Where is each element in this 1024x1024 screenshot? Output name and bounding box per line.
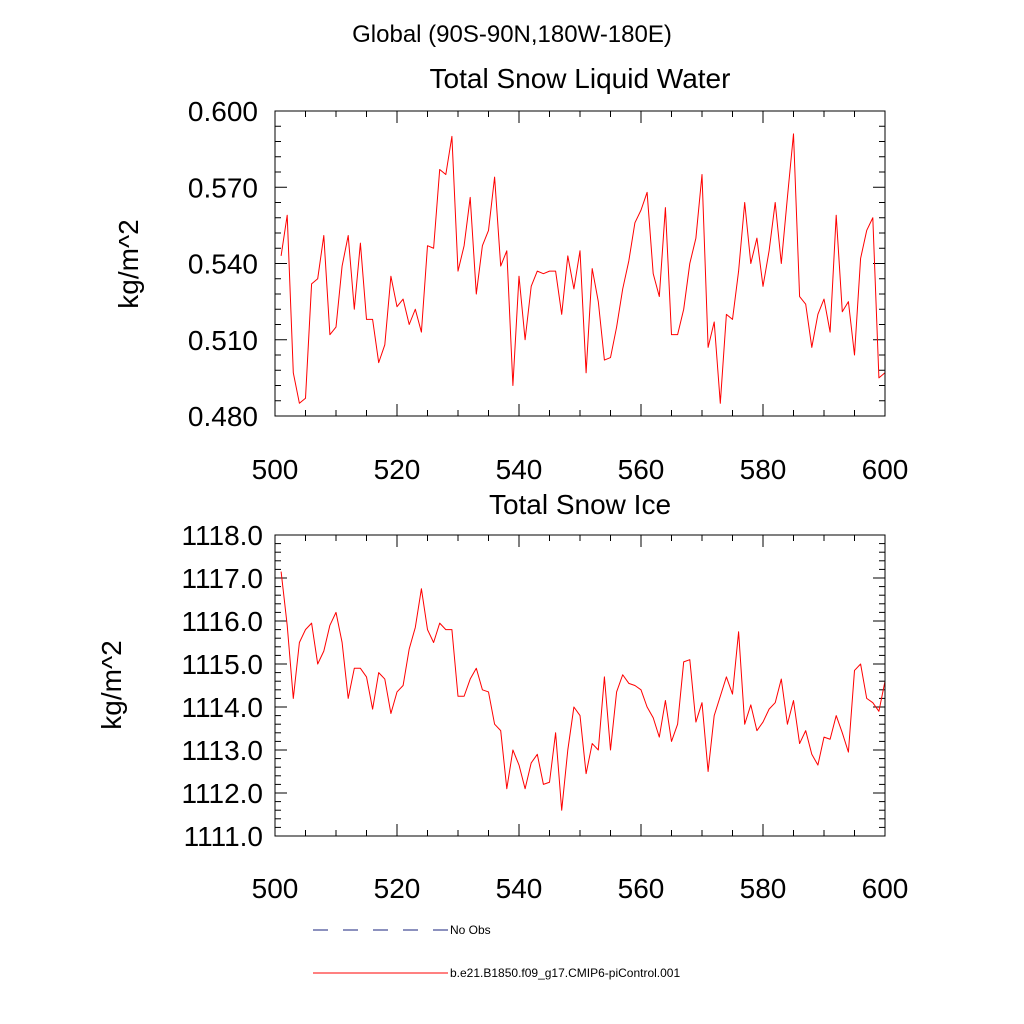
- plot-area: [280, 133, 886, 404]
- y-tick-label: 1111.0: [184, 821, 263, 852]
- x-tick-label: 500: [252, 873, 299, 904]
- tick-label-group: 0.480 0.510 0.540 0.570 0.600 500 520 540 560 580…: [188, 96, 908, 485]
- y-tick-label: 1114.0: [182, 692, 263, 723]
- x-tick-label: 520: [374, 454, 421, 485]
- y-tick-label: 1115.0: [182, 649, 263, 680]
- x-tick-label: 600: [862, 454, 909, 485]
- legend-no-obs-label: No Obs: [450, 923, 491, 937]
- x-tick-label: 520: [374, 873, 421, 904]
- y-tick-label: 0.600: [188, 96, 258, 127]
- tick-label-group: 1111.0 1112.0 1113.0 1114.0 1115.0 1116.0 1117…: [182, 520, 909, 904]
- series-line: [280, 571, 886, 811]
- y-tick-label: 0.540: [188, 249, 258, 280]
- y-axis-label: kg/m^2: [96, 640, 127, 729]
- x-tick-label: 540: [496, 454, 543, 485]
- y-tick-label: 0.570: [188, 172, 258, 203]
- series-line: [280, 133, 886, 404]
- x-tick-label: 580: [740, 454, 787, 485]
- x-tick-label: 500: [252, 454, 299, 485]
- y-tick-label: 1116.0: [182, 606, 263, 637]
- y-tick-label: 1117.0: [182, 563, 263, 594]
- figure-suptitle: Global (90S-90N,180W-180E): [352, 21, 672, 48]
- x-tick-label: 560: [618, 873, 665, 904]
- y-axis-label: kg/m^2: [113, 219, 144, 308]
- snow-liquid-water-panel: Total Snow Liquid Water kg/m^2 0.480 0.51…: [113, 63, 908, 485]
- snow-ice-panel: Total Snow Ice kg/m^2 1111.0 1112.0 1113.0…: [96, 489, 908, 904]
- x-tick-label: 600: [862, 873, 909, 904]
- y-tick-label: 0.480: [188, 401, 258, 432]
- x-tick-label: 540: [496, 873, 543, 904]
- plot-frame: [274, 110, 886, 417]
- plot-frame: [274, 534, 886, 837]
- x-tick-label: 580: [740, 873, 787, 904]
- x-tick-label: 560: [618, 454, 665, 485]
- plot-area: [280, 571, 886, 811]
- panel-title: Total Snow Liquid Water: [430, 63, 731, 94]
- y-tick-label: 1112.0: [182, 778, 263, 809]
- panel-title: Total Snow Ice: [489, 489, 671, 520]
- y-tick-label: 1113.0: [182, 735, 263, 766]
- y-tick-label: 1118.0: [182, 520, 263, 551]
- y-tick-label: 0.510: [188, 325, 258, 356]
- legend: No Obs b.e21.B1850.f09_g17.CMIP6-piContr…: [313, 923, 680, 980]
- legend-model-label: b.e21.B1850.f09_g17.CMIP6-piControl.001: [450, 966, 680, 980]
